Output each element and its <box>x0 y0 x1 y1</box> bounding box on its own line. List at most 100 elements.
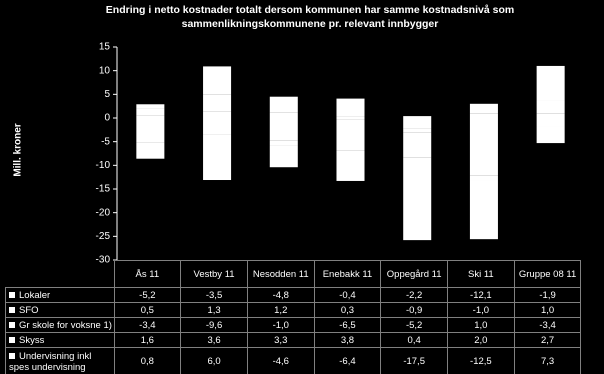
legend-entry: SFO <box>5 302 115 318</box>
data-label: -4,6 <box>246 347 315 374</box>
x-tick-label: Oppegård 11 <box>380 260 449 288</box>
data-label: 3,8 <box>313 332 382 348</box>
data-label: 1,3 <box>180 302 248 318</box>
data-label: -17,5 <box>380 347 449 374</box>
bar-segment <box>336 116 365 118</box>
legend-label: Gr skole for voksne 1) <box>19 319 112 331</box>
data-label: -1,0 <box>246 317 315 333</box>
bar-segment <box>203 134 232 181</box>
data-label: -3,4 <box>113 317 182 333</box>
bar-segment <box>536 126 565 144</box>
data-label: 0,3 <box>313 302 382 318</box>
data-label: 0,4 <box>380 332 449 348</box>
bar-segment <box>336 118 365 120</box>
bar-segment <box>336 98 365 117</box>
chart-title: Endring i netto kostnader totalt dersom … <box>105 4 515 30</box>
data-label: -12,5 <box>447 347 515 374</box>
bar-segment <box>269 118 298 141</box>
legend-swatch <box>9 321 15 328</box>
bar-segment <box>536 100 565 114</box>
legend-label: Undervisning inkl spes undervisning <box>9 350 92 373</box>
data-label: -3,4 <box>513 317 582 333</box>
data-label: 2,7 <box>513 332 582 348</box>
y-axis-label: Mill. kroner <box>13 123 24 176</box>
bar-segment <box>269 112 298 118</box>
bar-segment <box>136 118 165 143</box>
data-label: -1,9 <box>513 287 582 303</box>
y-tick-label: -15 <box>96 184 111 195</box>
bar-segment <box>536 65 565 101</box>
data-label: -2,2 <box>380 287 449 303</box>
data-label: 6,0 <box>180 347 248 374</box>
bar-segment <box>469 103 498 114</box>
data-label: 3,6 <box>180 332 248 348</box>
legend-label: Skyss <box>19 334 45 346</box>
data-label: 2,0 <box>447 332 515 348</box>
legend-entry: Undervisning inkl spes undervisning <box>5 347 115 374</box>
x-tick-label: Gruppe 08 11 <box>513 260 582 288</box>
data-label: 1,2 <box>246 302 315 318</box>
table-row: Undervisning inkl spes undervisning 0,8 6,… <box>5 347 582 374</box>
bar-segment <box>403 132 432 158</box>
legend-entry: Gr skole for voksne 1) <box>5 317 115 333</box>
bar-segment <box>469 118 498 176</box>
data-label: 1,0 <box>447 317 515 333</box>
bar-segment <box>469 180 498 240</box>
y-tick-label: -30 <box>96 255 111 266</box>
bar-segment <box>403 157 432 241</box>
bar-segment <box>536 118 565 127</box>
data-label: 0,5 <box>113 302 182 318</box>
data-label: 0,8 <box>113 347 182 374</box>
bar-segment <box>136 108 165 116</box>
bar-segment <box>403 128 432 133</box>
table-row: Skyss 1,6 3,6 3,3 3,8 0,4 2,0 2,7 <box>5 332 582 348</box>
data-label: -6,5 <box>313 317 382 333</box>
y-tick-label: -5 <box>101 136 110 147</box>
data-label: 3,3 <box>246 332 315 348</box>
y-tick-label: -25 <box>96 231 111 242</box>
y-tick-label: 5 <box>104 89 110 100</box>
data-table: Ås 11 Vestby 11 Nesodden 11 Enebakk 11 Oppeg… <box>5 260 582 374</box>
legend-label: SFO <box>19 304 39 316</box>
bar-segment <box>136 142 165 159</box>
data-label: 1,6 <box>113 332 182 348</box>
bar-segment <box>469 113 498 118</box>
table-header-row: Ås 11 Vestby 11 Nesodden 11 Enebakk 11 Oppeg… <box>6 260 582 288</box>
bar-segment <box>203 111 232 118</box>
table-row: Gr skole for voksne 1) -3,4 -9,6 -1,0 -6,5 -5… <box>5 317 582 333</box>
data-label: -6,4 <box>313 347 382 374</box>
bar-segment <box>203 118 232 135</box>
bar-segment <box>269 96 298 113</box>
bar-segment <box>469 175 498 181</box>
y-tick-label: -10 <box>96 160 111 171</box>
table-row: Lokaler -5,2 -3,5 -4,8 -0,4 -2,2 -12,1 -1,9 <box>5 287 582 303</box>
bar-segment <box>203 66 232 95</box>
x-tick-label: Ski 11 <box>447 260 515 288</box>
x-tick-label: Vestby 11 <box>180 260 248 288</box>
bar-segment <box>403 118 432 129</box>
legend-swatch <box>9 291 15 298</box>
bar-segment <box>269 140 298 146</box>
bar-segment <box>136 115 165 118</box>
data-label: 1,0 <box>513 302 582 318</box>
x-tick-label: Ås 11 <box>113 260 182 288</box>
data-label: 7,3 <box>513 347 582 374</box>
bar-segment <box>269 145 298 168</box>
legend-entry: Lokaler <box>5 287 115 303</box>
bar-segment <box>203 94 232 112</box>
legend-label: Lokaler <box>19 289 51 301</box>
bar-segment <box>403 116 432 118</box>
y-tick-label: 15 <box>99 42 111 53</box>
bar-segment <box>136 104 165 109</box>
x-tick-label: Enebakk 11 <box>313 260 382 288</box>
data-label: -3,5 <box>180 287 248 303</box>
y-tick-label: -20 <box>96 207 111 218</box>
data-label: -0,4 <box>313 287 382 303</box>
data-label: -0,9 <box>380 302 449 318</box>
y-tick-label: 0 <box>104 113 110 124</box>
data-label: -12,1 <box>447 287 515 303</box>
corner-cell <box>6 261 115 288</box>
table-row: SFO 0,5 1,3 1,2 0,3 -0,9 -1,0 1,0 <box>5 302 582 318</box>
